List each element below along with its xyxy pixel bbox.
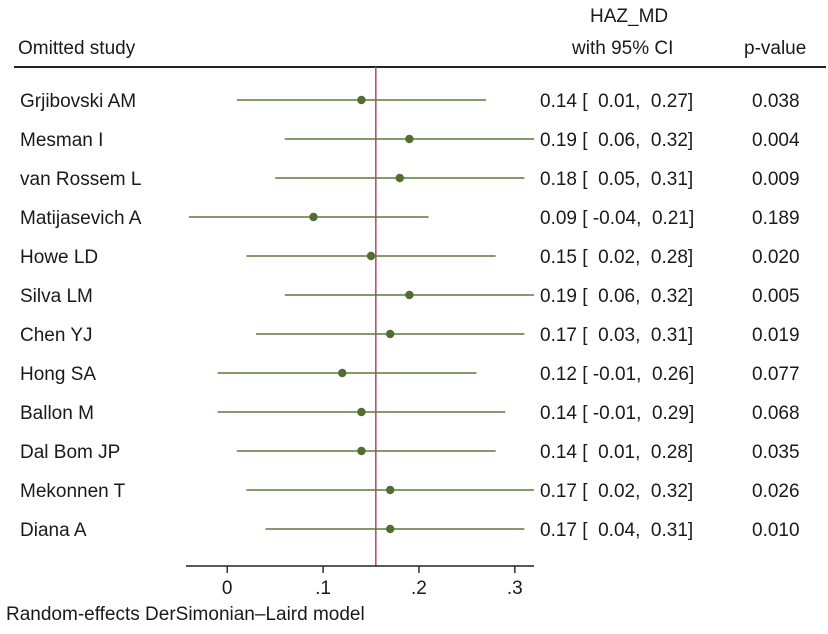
p-value: 0.005: [752, 286, 800, 307]
p-value: 0.038: [752, 91, 800, 112]
forest-plot: Grjibovski AM 0.14 [ 0.01, 0.27] 0.038 Mesm…: [20, 67, 800, 599]
study-label: Diana A: [20, 520, 87, 541]
study-label: Mesman I: [20, 130, 103, 151]
ci-value: 0.17 [ 0.02, 0.32]: [540, 481, 693, 502]
point-estimate: [385, 485, 395, 495]
ci-value: 0.14 [ 0.01, 0.28]: [540, 442, 693, 463]
p-value: 0.004: [752, 130, 800, 151]
point-estimate: [357, 446, 366, 456]
point-estimate: [405, 134, 414, 144]
point-estimate: [357, 95, 366, 105]
ci-value: 0.12 [ -0.01, 0.26]: [540, 364, 694, 385]
p-value: 0.020: [752, 247, 800, 268]
point-estimate: [385, 524, 395, 534]
ci-value: 0.19 [ 0.06, 0.32]: [540, 286, 693, 307]
study-label: Grjibovski AM: [20, 91, 136, 112]
point-estimate: [395, 173, 404, 183]
ci-value: 0.17 [ 0.03, 0.31]: [540, 325, 693, 346]
x-tick-label: .3: [507, 578, 523, 599]
study-label: Silva LM: [20, 286, 93, 307]
study-label: Howe LD: [20, 247, 98, 268]
point-estimate: [366, 251, 376, 261]
study-label: Dal Bom JP: [20, 442, 120, 463]
ci-value: 0.09 [ -0.04, 0.21]: [540, 208, 694, 229]
p-value: 0.019: [752, 325, 800, 346]
point-estimate: [338, 368, 347, 378]
ci-value: 0.14 [ -0.01, 0.29]: [540, 403, 694, 424]
study-label: Chen YJ: [20, 325, 93, 346]
study-label: Ballon M: [20, 403, 94, 424]
ci-value: 0.19 [ 0.06, 0.32]: [540, 130, 693, 151]
header-ci: with 95% CI: [572, 38, 674, 59]
ci-value: 0.14 [ 0.01, 0.27]: [540, 91, 693, 112]
header-omitted-study: Omitted study: [18, 38, 136, 59]
study-label: Hong SA: [20, 364, 96, 385]
point-estimate: [309, 212, 318, 222]
x-tick-label: 0: [222, 578, 233, 599]
p-value: 0.068: [752, 403, 800, 424]
p-value: 0.009: [752, 169, 800, 190]
p-value: 0.077: [752, 364, 800, 385]
ci-value: 0.17 [ 0.04, 0.31]: [540, 520, 693, 541]
ci-value: 0.18 [ 0.05, 0.31]: [540, 169, 693, 190]
p-value: 0.189: [752, 208, 800, 229]
p-value: 0.026: [752, 481, 800, 502]
model-footnote: Random-effects DerSimonian–Laird model: [6, 604, 365, 625]
x-tick-label: .1: [315, 578, 331, 599]
point-estimate: [357, 407, 366, 417]
p-value: 0.035: [752, 442, 800, 463]
study-label: Mekonnen T: [20, 481, 126, 502]
header-measure: HAZ_MD: [590, 6, 669, 27]
header-rule: [14, 66, 826, 68]
p-value: 0.010: [752, 520, 800, 541]
study-label: Matijasevich A: [20, 208, 142, 229]
study-label: van Rossem L: [20, 169, 141, 190]
point-estimate: [385, 329, 395, 339]
ci-value: 0.15 [ 0.02, 0.28]: [540, 247, 693, 268]
header-pvalue: p-value: [744, 38, 807, 59]
x-tick-label: .2: [411, 578, 427, 599]
point-estimate: [405, 290, 414, 300]
